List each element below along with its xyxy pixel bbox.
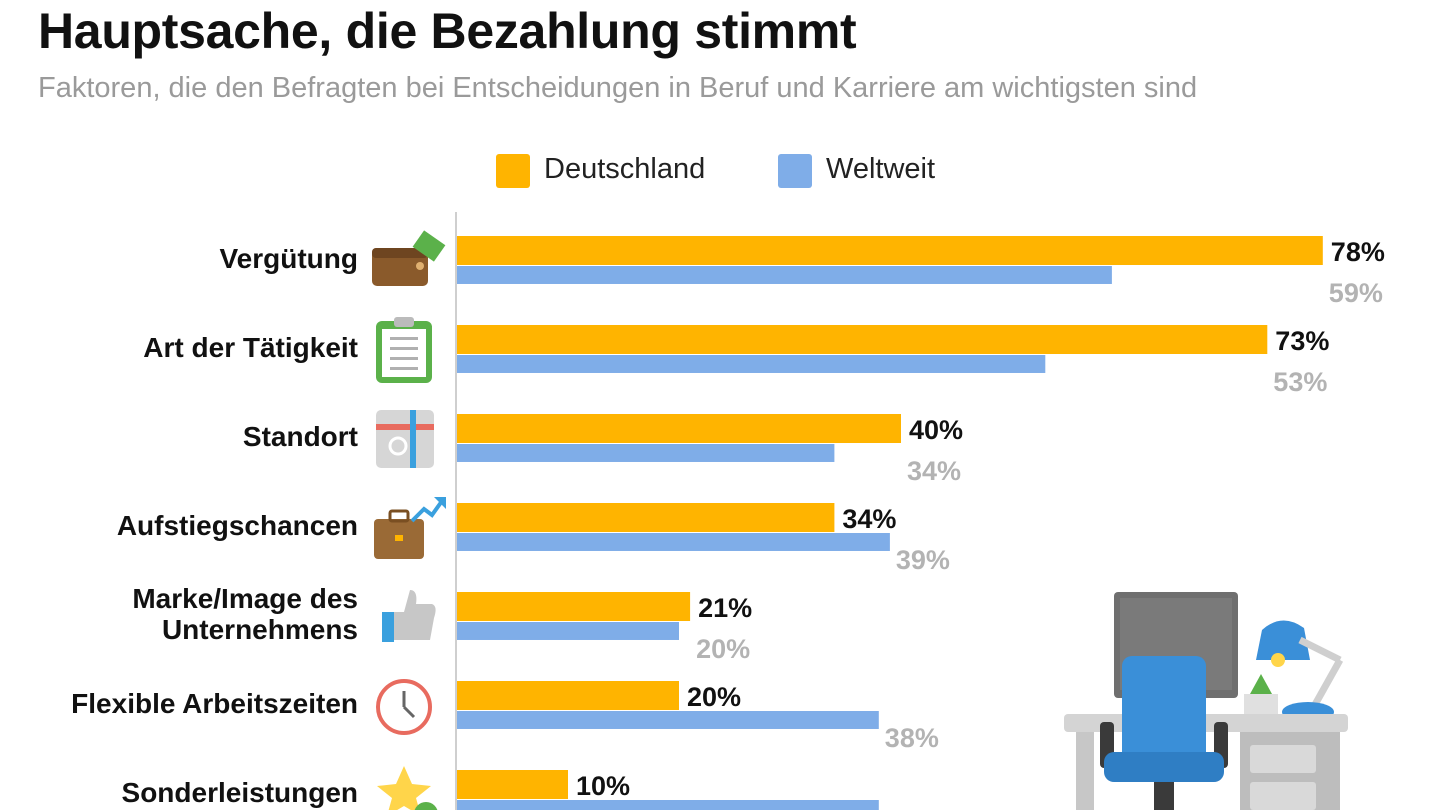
map-icon: [376, 410, 434, 468]
category-label-vergütung: Vergütung: [220, 243, 358, 274]
bar-deutschland-marke-image-des-unternehmens: [457, 592, 691, 621]
value-label-weltweit-flexible-arbeitszeiten: 38%: [885, 723, 939, 753]
value-label-deutschland-sonderleistungen: 10%: [576, 771, 630, 801]
bar-deutschland-sonderleistungen: [457, 770, 568, 799]
legend-label-deutschland: Deutschland: [544, 153, 706, 185]
bar-weltweit-standort: [457, 444, 835, 462]
value-label-weltweit-standort: 34%: [907, 456, 961, 486]
category-label-art-der-tätigkeit: Art der Tätigkeit: [143, 332, 358, 363]
chart-subtitle: Faktoren, die den Befragten bei Entschei…: [38, 72, 1198, 104]
legend-swatch-weltweit: [778, 154, 812, 188]
clipboard-icon: [376, 317, 432, 383]
bar-deutschland-art-der-tätigkeit: [457, 325, 1268, 354]
bar-weltweit-aufstiegschancen: [457, 533, 890, 551]
value-label-weltweit-aufstiegschancen: 39%: [896, 545, 950, 575]
bar-weltweit-art-der-tätigkeit: [457, 355, 1046, 373]
bar-deutschland-aufstiegschancen: [457, 503, 835, 532]
bar-deutschland-flexible-arbeitszeiten: [457, 681, 679, 710]
category-label-standort: Standort: [243, 421, 358, 452]
category-label-marke-image-des-unternehmens-line-2: Unternehmens: [162, 614, 358, 645]
value-label-deutschland-standort: 40%: [909, 415, 963, 445]
category-label-sonderleistungen: Sonderleistungen: [122, 777, 358, 808]
value-label-deutschland-marke-image-des-unternehmens: 21%: [698, 593, 752, 623]
bar-weltweit-marke-image-des-unternehmens: [457, 622, 679, 640]
star-icon: [377, 766, 438, 810]
value-label-weltweit-vergütung: 59%: [1329, 278, 1383, 308]
value-label-deutschland-art-der-tätigkeit: 73%: [1275, 326, 1329, 356]
thumbs-up-icon: [382, 590, 436, 642]
bar-weltweit-sonderleistungen: [457, 800, 879, 810]
bar-deutschland-vergütung: [457, 236, 1323, 265]
category-label-aufstiegschancen: Aufstiegschancen: [117, 510, 358, 541]
desk-illustration: [1064, 592, 1348, 810]
briefcase-chart-icon: [374, 497, 446, 559]
bar-deutschland-standort: [457, 414, 901, 443]
chart-title: Hauptsache, die Bezahlung stimmt: [38, 3, 857, 59]
wallet-icon: [372, 230, 446, 286]
value-label-deutschland-aufstiegschancen: 34%: [842, 504, 896, 534]
category-label-flexible-arbeitszeiten: Flexible Arbeitszeiten: [71, 688, 358, 719]
legend-swatch-deutschland: [496, 154, 530, 188]
clock-icon: [376, 679, 432, 735]
bar-weltweit-vergütung: [457, 266, 1112, 284]
value-label-deutschland-vergütung: 78%: [1331, 237, 1385, 267]
value-label-deutschland-flexible-arbeitszeiten: 20%: [687, 682, 741, 712]
value-label-weltweit-marke-image-des-unternehmens: 20%: [696, 634, 750, 664]
value-label-weltweit-art-der-tätigkeit: 53%: [1273, 367, 1327, 397]
category-label-marke-image-des-unternehmens-line-1: Marke/Image des: [132, 583, 358, 614]
bar-weltweit-flexible-arbeitszeiten: [457, 711, 879, 729]
legend-label-weltweit: Weltweit: [826, 153, 936, 185]
